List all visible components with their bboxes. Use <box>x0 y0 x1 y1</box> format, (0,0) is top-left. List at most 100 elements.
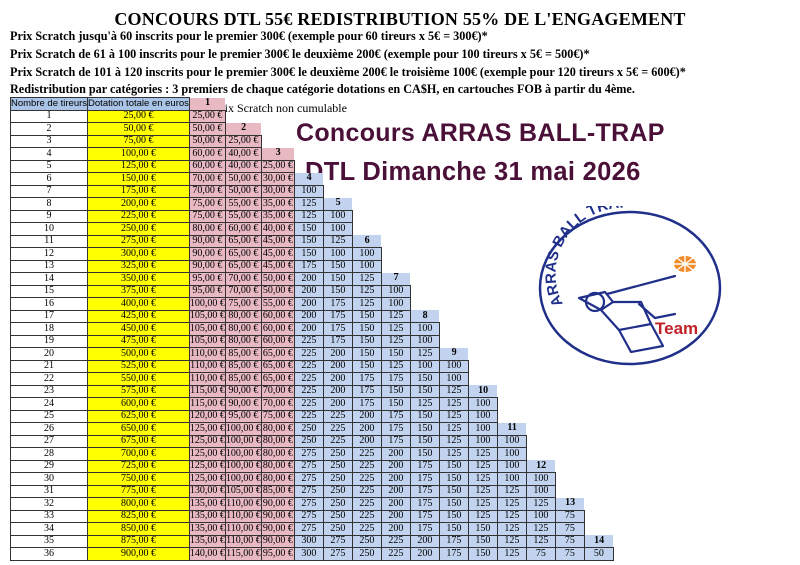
cell-prize-4: 150 <box>293 234 324 248</box>
cell-prize-2: 100,00 € <box>224 472 262 486</box>
cell-prize-4: 225 <box>293 397 324 411</box>
cell-dotation: 250,00 € <box>87 222 190 236</box>
cell-prize-1: 95,00 € <box>188 284 226 298</box>
cell-dotation: 625,00 € <box>87 409 190 423</box>
cell-prize-6: 175 <box>351 397 382 411</box>
cell-prize-1: 125,00 € <box>188 472 226 486</box>
cell-prize-7: 125 <box>380 309 411 323</box>
cell-nombre-tireurs: 35 <box>9 534 89 548</box>
cell-prize-7: 150 <box>380 347 411 361</box>
cell-prize-4: 275 <box>293 522 324 536</box>
cell-dotation: 900,00 € <box>87 547 190 561</box>
cell-prize-12: 75 <box>525 547 556 561</box>
cell-dotation: 75,00 € <box>87 134 190 148</box>
header-dotation: Dotation totale en euros <box>87 97 190 111</box>
cell-nombre-tireurs: 23 <box>9 384 89 398</box>
clay-target-icon <box>674 256 696 272</box>
cell-prize-12: 125 <box>525 522 556 536</box>
arras-ball-trap-logo: ARRAS BALL TRAP Team <box>538 206 722 366</box>
cell-prize-1: 105,00 € <box>188 322 226 336</box>
cell-prize-2: 70,00 € <box>224 272 262 286</box>
cell-prize-7: 175 <box>380 434 411 448</box>
prize-table-body: Nombre de tireurs Dotation totale en eur… <box>9 97 614 561</box>
cell-prize-5: 100 <box>322 222 353 236</box>
cell-prize-7: 200 <box>380 472 411 486</box>
place-label-11: 11 <box>497 422 527 435</box>
cell-prize-2: 110,00 € <box>224 534 262 548</box>
cell-prize-13: 75 <box>554 509 585 523</box>
cell-prize-5: 250 <box>322 509 353 523</box>
cell-prize-8: 150 <box>409 434 440 448</box>
cell-prize-2: 65,00 € <box>224 234 262 248</box>
cell-prize-4: 200 <box>293 297 324 311</box>
cell-prize-5: 250 <box>322 472 353 486</box>
cell-prize-12: 125 <box>525 534 556 548</box>
cell-prize-7: 225 <box>380 547 411 561</box>
cell-prize-3: 85,00 € <box>260 484 295 498</box>
table-row: 17 425,00 €105,00 €80,00 €60,00 €200 175 15… <box>9 309 614 323</box>
cell-prize-2: 70,00 € <box>224 284 262 298</box>
info-line-scratch-100: Prix Scratch de 61 à 100 inscrits pour l… <box>10 47 590 61</box>
cell-nombre-tireurs: 19 <box>9 334 89 348</box>
cell-prize-10: 125 <box>467 497 498 511</box>
cell-nombre-tireurs: 10 <box>9 222 89 236</box>
cell-nombre-tireurs: 17 <box>9 309 89 323</box>
cell-prize-5: 250 <box>322 447 353 461</box>
cell-prize-8: 150 <box>409 447 440 461</box>
cell-prize-4: 200 <box>293 322 324 336</box>
cell-prize-6: 250 <box>351 534 382 548</box>
cell-prize-12: 100 <box>525 472 556 486</box>
cell-dotation: 875,00 € <box>87 534 190 548</box>
cell-prize-1: 50,00 € <box>188 134 226 148</box>
cell-dotation: 125,00 € <box>87 159 190 173</box>
cell-prize-2: 65,00 € <box>224 247 262 261</box>
cell-prize-1: 125,00 € <box>188 434 226 448</box>
cell-prize-6: 100 <box>351 259 382 273</box>
cell-prize-1: 70,00 € <box>188 184 226 198</box>
cell-prize-1: 135,00 € <box>188 534 226 548</box>
cell-dotation: 475,00 € <box>87 334 190 348</box>
cell-prize-6: 175 <box>351 384 382 398</box>
cell-prize-5: 225 <box>322 409 353 423</box>
cell-prize-7: 200 <box>380 522 411 536</box>
cell-prize-9: 125 <box>438 397 469 411</box>
cell-prize-9: 150 <box>438 522 469 536</box>
cell-prize-5: 250 <box>322 459 353 473</box>
cell-prize-3: 55,00 € <box>260 297 295 311</box>
cell-dotation: 425,00 € <box>87 309 190 323</box>
cell-prize-8: 150 <box>409 372 440 386</box>
cell-prize-3: 60,00 € <box>260 322 295 336</box>
cell-prize-5: 250 <box>322 522 353 536</box>
cell-prize-8: 175 <box>409 522 440 536</box>
cell-prize-7: 150 <box>380 384 411 398</box>
cell-dotation: 450,00 € <box>87 322 190 336</box>
cell-prize-2: 50,00 € <box>224 172 262 186</box>
cell-prize-2: 80,00 € <box>224 322 262 336</box>
place-label-8: 8 <box>410 310 440 323</box>
cell-nombre-tireurs: 30 <box>9 472 89 486</box>
cell-nombre-tireurs: 13 <box>9 259 89 273</box>
table-row: 18 450,00 €105,00 €80,00 €60,00 €200 175 15… <box>9 322 614 336</box>
cell-prize-9: 150 <box>438 509 469 523</box>
cell-prize-2: 65,00 € <box>224 259 262 273</box>
cell-nombre-tireurs: 3 <box>9 134 89 148</box>
cell-prize-2: 80,00 € <box>224 309 262 323</box>
cell-prize-5: 200 <box>322 384 353 398</box>
cell-dotation: 325,00 € <box>87 259 190 273</box>
headline-club: Concours ARRAS BALL-TRAP <box>296 119 665 147</box>
cell-prize-1: 125,00 € <box>188 422 226 436</box>
cell-prize-9: 150 <box>438 497 469 511</box>
cell-prize-3: 25,00 € <box>260 159 295 173</box>
table-row: 14 350,00 €95,00 €70,00 €50,00 €200 150 125… <box>9 272 614 286</box>
shooter-icon <box>577 274 677 354</box>
cell-prize-3: 70,00 € <box>260 384 295 398</box>
cell-prize-9: 175 <box>438 534 469 548</box>
place-label-14: 14 <box>584 535 614 548</box>
cell-prize-2: 110,00 € <box>224 509 262 523</box>
cell-prize-1: 60,00 € <box>188 159 226 173</box>
cell-prize-3: 30,00 € <box>260 184 295 198</box>
cell-dotation: 175,00 € <box>87 184 190 198</box>
cell-dotation: 525,00 € <box>87 359 190 373</box>
cell-prize-1: 60,00 € <box>188 147 226 161</box>
cell-prize-1: 110,00 € <box>188 347 226 361</box>
